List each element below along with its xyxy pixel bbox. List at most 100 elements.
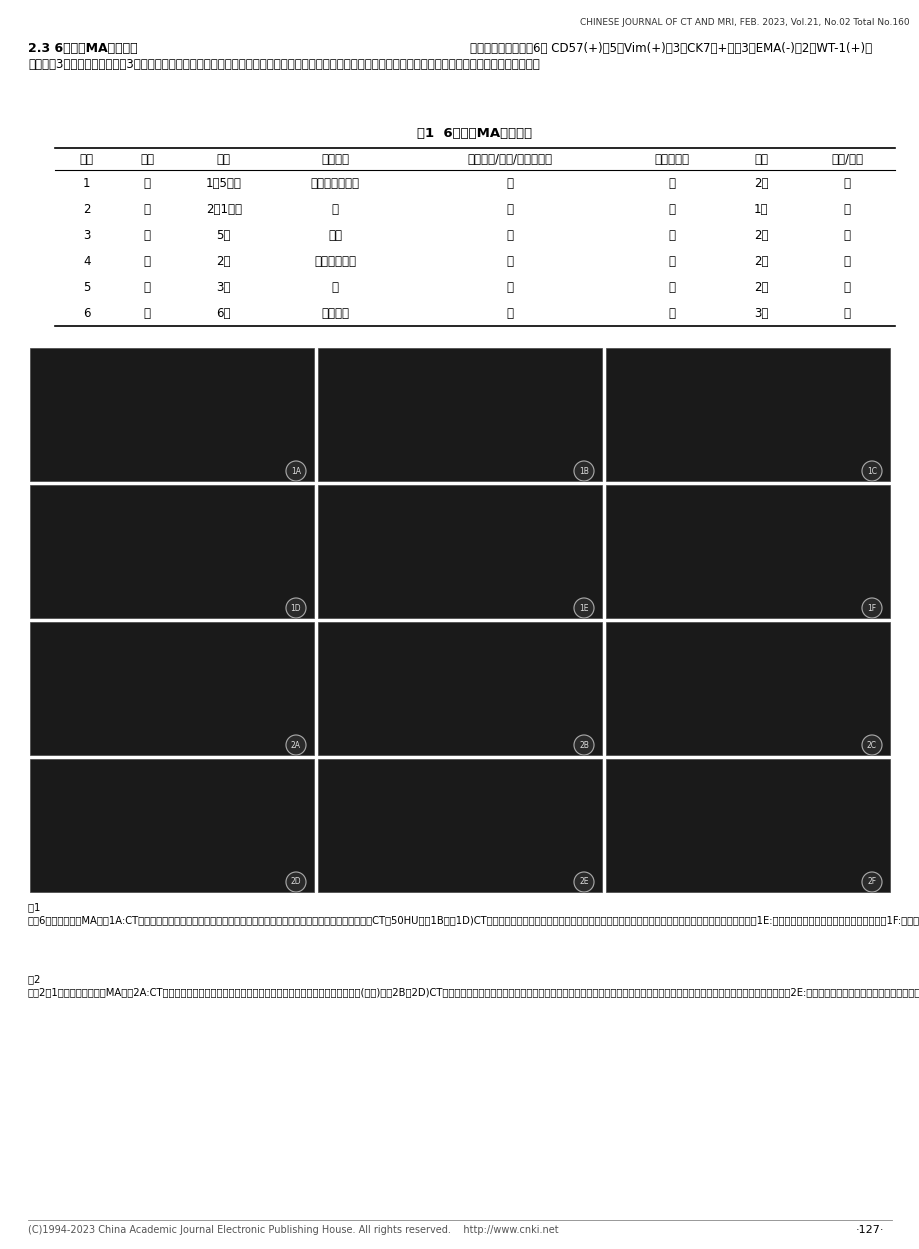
- Circle shape: [573, 598, 594, 618]
- Text: 随访: 随访: [754, 152, 767, 166]
- Text: 有: 有: [668, 255, 675, 267]
- Text: 3年: 3年: [754, 306, 767, 320]
- Text: 1年: 1年: [754, 202, 767, 216]
- Text: 无: 无: [668, 202, 675, 216]
- Bar: [606, 622, 889, 754]
- Text: 图1  女、6岁，右肾实性MA。图1A:CT平扫轴位，左肾下极类圆形稍高密度实性肿物，突出于肾轮廓，病灶密度稍高于肾实质，CT值50HU；图1B－图1D)CT增: 图1 女、6岁，右肾实性MA。图1A:CT平扫轴位，左肾下极类圆形稍高密度实性肿…: [28, 902, 919, 926]
- Text: 1A: 1A: [290, 466, 301, 476]
- Bar: [606, 348, 889, 481]
- Text: 1D: 1D: [290, 603, 301, 612]
- Text: 2A: 2A: [290, 741, 301, 749]
- Circle shape: [286, 598, 306, 618]
- Text: 右侧腹股沟斜疝: 右侧腹股沟斜疝: [311, 176, 359, 190]
- Text: 无: 无: [506, 255, 513, 267]
- Circle shape: [861, 598, 881, 618]
- Text: 无: 无: [668, 306, 675, 320]
- Text: 无: 无: [843, 306, 850, 320]
- Circle shape: [573, 734, 594, 754]
- Text: 年龄: 年龄: [216, 152, 231, 166]
- Text: 无: 无: [843, 229, 850, 241]
- Text: CHINESE JOURNAL OF CT AND MRI, FEB. 2023, Vol.21, No.02 Total No.160: CHINESE JOURNAL OF CT AND MRI, FEB. 2023…: [580, 17, 909, 27]
- Text: 管稀少。免疫组化：6例 CD57(+)，5例Vim(+)，3例CK7（+），3例EMA(-)，2例WT-1(+)。: 管稀少。免疫组化：6例 CD57(+)，5例Vim(+)，3例CK7（+），3例…: [470, 42, 871, 55]
- Circle shape: [286, 734, 306, 754]
- Text: 1C: 1C: [866, 466, 876, 476]
- Text: 1B: 1B: [578, 466, 588, 476]
- Text: 转移/复发: 转移/复发: [831, 152, 862, 166]
- Text: 大体标本3例为均质实性肿物，3例为囊实性，内可见坏死。显微镜下可见大小一致肿瘤细胞形成小腺泡、小管样结构，胞质稀少，伴少量砂砾体样钙化，新生毛细血: 大体标本3例为均质实性肿物，3例为囊实性，内可见坏死。显微镜下可见大小一致肿瘤细…: [28, 57, 539, 71]
- Text: 2B: 2B: [578, 741, 588, 749]
- Text: 3岁: 3岁: [216, 281, 231, 294]
- Bar: [30, 485, 313, 618]
- Circle shape: [286, 461, 306, 481]
- Text: 无: 无: [506, 281, 513, 294]
- Text: 男: 男: [143, 176, 151, 190]
- Text: 性别: 性别: [140, 152, 154, 166]
- Text: 先天畸形/疾病/家族遗传史: 先天畸形/疾病/家族遗传史: [467, 152, 552, 166]
- Circle shape: [573, 461, 594, 481]
- Text: 无: 无: [331, 281, 338, 294]
- Bar: [318, 759, 601, 892]
- Text: 无: 无: [843, 255, 850, 267]
- Text: 尿频: 尿频: [328, 229, 342, 241]
- Text: ·127·: ·127·: [855, 1225, 883, 1235]
- Text: 有: 有: [668, 176, 675, 190]
- Circle shape: [861, 872, 881, 892]
- Text: 5: 5: [83, 281, 90, 294]
- Text: 红细胞增高: 红细胞增高: [654, 152, 689, 166]
- Bar: [318, 622, 601, 754]
- Text: 无: 无: [506, 229, 513, 241]
- Text: 无: 无: [668, 281, 675, 294]
- Text: 1F: 1F: [867, 603, 876, 612]
- Bar: [606, 485, 889, 618]
- Text: 有: 有: [668, 229, 675, 241]
- Text: 女: 女: [143, 229, 151, 241]
- Text: 无: 无: [843, 176, 850, 190]
- Text: 女: 女: [143, 306, 151, 320]
- Text: 女: 女: [143, 202, 151, 216]
- Text: 6岁: 6岁: [216, 306, 231, 320]
- Text: 2F: 2F: [867, 878, 876, 887]
- Text: 右下腹痛: 右下腹痛: [321, 306, 348, 320]
- Text: 1: 1: [83, 176, 90, 190]
- Bar: [30, 348, 313, 481]
- Circle shape: [286, 872, 306, 892]
- Text: 2岁1个月: 2岁1个月: [206, 202, 242, 216]
- Text: 无: 无: [506, 202, 513, 216]
- Text: 2年: 2年: [754, 255, 767, 267]
- Text: 3: 3: [83, 229, 90, 241]
- Text: 无: 无: [843, 281, 850, 294]
- Text: 无: 无: [843, 202, 850, 216]
- Text: 2D: 2D: [290, 878, 301, 887]
- Text: 表1  6例儿童MA临床资料: 表1 6例儿童MA临床资料: [417, 127, 532, 140]
- Text: 5岁: 5岁: [216, 229, 231, 241]
- Bar: [606, 759, 889, 892]
- Text: 6: 6: [83, 306, 90, 320]
- Circle shape: [573, 872, 594, 892]
- Text: 2月: 2月: [754, 176, 767, 190]
- Bar: [318, 485, 601, 618]
- Text: 2年: 2年: [754, 281, 767, 294]
- Text: (C)1994-2023 China Academic Journal Electronic Publishing House. All rights rese: (C)1994-2023 China Academic Journal Elec…: [28, 1225, 558, 1235]
- Circle shape: [861, 734, 881, 754]
- Text: 间断排便费力: 间断排便费力: [313, 255, 356, 267]
- Bar: [30, 759, 313, 892]
- Text: 1岁5个月: 1岁5个月: [206, 176, 242, 190]
- Text: 1E: 1E: [579, 603, 588, 612]
- Text: 无: 无: [331, 202, 338, 216]
- Text: 2岁: 2岁: [216, 255, 231, 267]
- Bar: [318, 348, 601, 481]
- Text: 2: 2: [83, 202, 90, 216]
- Text: 图2  女、2岁1个月，左肾囊实性MA。图2A:CT平扫轴位，左肾中下部不规则囊实性肿物，病灶边界不均匀，病灶密度坏死(白前)；图2B－2D)CT增强扫描轴位，: 图2 女、2岁1个月，左肾囊实性MA。图2A:CT平扫轴位，左肾中下部不规则囊实…: [28, 974, 919, 997]
- Text: 女: 女: [143, 255, 151, 267]
- Text: 无: 无: [506, 306, 513, 320]
- Text: 2E: 2E: [579, 878, 588, 887]
- Text: 女: 女: [143, 281, 151, 294]
- Text: 病例: 病例: [80, 152, 94, 166]
- Text: 4: 4: [83, 255, 90, 267]
- Bar: [30, 622, 313, 754]
- Text: 2.3 6例儿童MA病理表现: 2.3 6例儿童MA病理表现: [28, 42, 138, 55]
- Circle shape: [861, 461, 881, 481]
- Text: 无: 无: [506, 176, 513, 190]
- Text: 2C: 2C: [866, 741, 876, 749]
- Text: 2年: 2年: [754, 229, 767, 241]
